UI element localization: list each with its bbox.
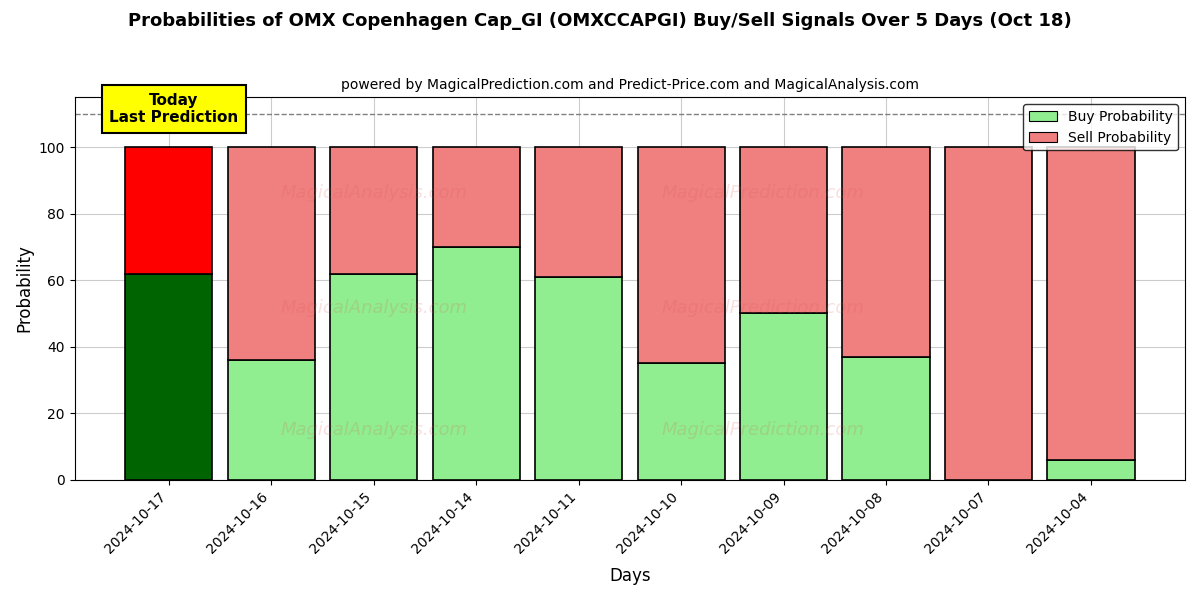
Legend: Buy Probability, Sell Probability: Buy Probability, Sell Probability (1024, 104, 1178, 151)
Bar (842, 147, 930, 356)
Bar (1048, 147, 1134, 460)
Bar (740, 147, 827, 313)
Bar (228, 147, 314, 360)
Bar (125, 147, 212, 274)
Text: Probabilities of OMX Copenhagen Cap_GI (OMXCCAPGI) Buy/Sell Signals Over 5 Days : Probabilities of OMX Copenhagen Cap_GI (… (128, 12, 1072, 30)
Bar (125, 274, 212, 479)
Title: powered by MagicalPrediction.com and Predict-Price.com and MagicalAnalysis.com: powered by MagicalPrediction.com and Pre… (341, 78, 919, 92)
Bar (637, 147, 725, 363)
Bar (842, 356, 930, 479)
Bar (228, 360, 314, 479)
Text: Today
Last Prediction: Today Last Prediction (109, 93, 239, 125)
Bar (330, 147, 418, 274)
Bar (1048, 460, 1134, 479)
Text: MagicalPrediction.com: MagicalPrediction.com (661, 421, 864, 439)
Bar (740, 313, 827, 479)
Bar (432, 147, 520, 247)
Text: MagicalAnalysis.com: MagicalAnalysis.com (281, 184, 468, 202)
Text: MagicalAnalysis.com: MagicalAnalysis.com (281, 299, 468, 317)
Y-axis label: Probability: Probability (16, 245, 34, 332)
Text: MagicalAnalysis.com: MagicalAnalysis.com (281, 421, 468, 439)
Bar (535, 147, 622, 277)
Bar (637, 363, 725, 479)
X-axis label: Days: Days (610, 567, 650, 585)
Bar (432, 247, 520, 479)
Bar (944, 147, 1032, 479)
Text: MagicalPrediction.com: MagicalPrediction.com (661, 184, 864, 202)
Bar (330, 274, 418, 479)
Text: MagicalPrediction.com: MagicalPrediction.com (661, 299, 864, 317)
Bar (535, 277, 622, 479)
